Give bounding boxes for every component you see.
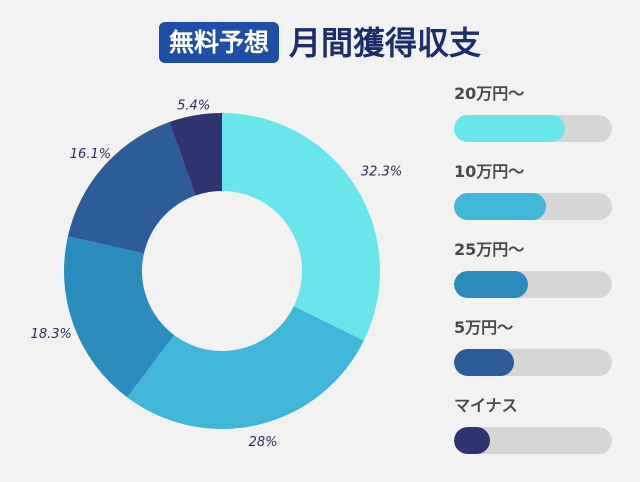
legend-label-1: 10万円〜 [454,162,525,181]
slice-2 [64,236,175,398]
slice-label-0: 32.3% [361,165,402,180]
legend-bar-fill-1 [454,193,546,220]
legend-bar-track-0 [454,115,612,142]
legend-label-2: 25万円〜 [454,240,525,259]
legend-bar-fill-4 [454,427,491,454]
legend-bar-track-2 [454,271,612,298]
slice-label-4: 5.4% [177,98,210,113]
slice-4 [169,113,222,196]
chart-title: 無料予想 月間獲得収支 [0,22,640,63]
free-prediction-badge: 無料予想 [158,22,279,63]
legend-bar-track-4 [454,427,612,454]
legend-bar-fill-0 [454,115,565,142]
legend-label-0: 20万円〜 [454,84,525,103]
slice-label-2: 18.3% [31,327,72,342]
legend-bar-fill-2 [454,271,529,298]
slice-1 [127,306,364,429]
legend-bar-track-3 [454,349,612,376]
legend-bar-fill-3 [454,349,515,376]
legend-label-4: マイナス [454,396,518,415]
page-title: 月間獲得収支 [289,23,482,62]
slice-label-1: 28% [249,435,278,450]
legend-bar-track-1 [454,193,612,220]
slice-label-3: 16.1% [70,147,111,162]
legend-label-3: 5万円〜 [454,318,514,337]
slice-3 [67,121,196,254]
slice-0 [222,113,380,341]
